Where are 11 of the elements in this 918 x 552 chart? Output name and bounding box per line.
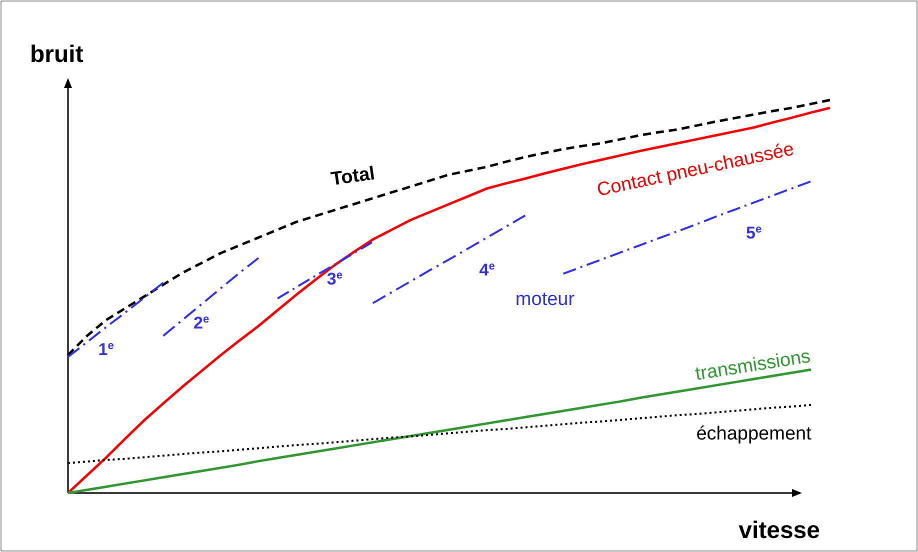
y-axis-title: bruit [30,41,84,68]
series-label: 2$^{e}$ [194,313,210,332]
text: Total [330,163,376,190]
series-label: échappement [696,423,812,444]
series-label: 5$^{e}$ [746,224,762,243]
text: transmissions [694,346,812,386]
series-label: 1$^{e}$ [98,340,114,360]
series-label: 3$^{e}$ [326,270,343,289]
annotation: moteur [515,289,576,310]
series-label: 4$^{e}$ [479,260,495,280]
x-axis-title: vitesse [738,517,820,544]
